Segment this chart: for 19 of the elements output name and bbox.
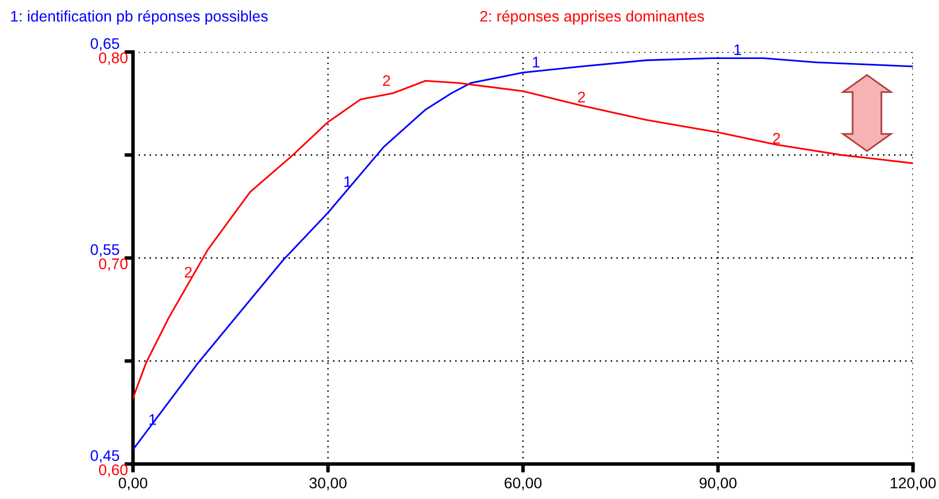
annotation: 2 xyxy=(578,92,585,102)
x-tick-label: 120,00 xyxy=(890,478,936,490)
x-tick-label: 60,00 xyxy=(504,478,542,490)
y-tick-label: 0,55 xyxy=(90,244,120,257)
y2-tick-label: 0,70 xyxy=(99,258,128,272)
annotation: 1 xyxy=(532,56,540,68)
y-tick-label: 0,65 xyxy=(90,38,120,51)
annotation: 1 xyxy=(734,44,742,56)
y2-tick-label: 0,80 xyxy=(99,52,128,66)
y2-tick-label: 0,60 xyxy=(99,464,128,478)
y-tick-label: 0,45 xyxy=(90,450,120,463)
annotation: 2 xyxy=(773,132,780,144)
annotation: 2 xyxy=(184,266,192,278)
annotation: 2 xyxy=(383,75,390,86)
text: 1: identification pb réponses possibles xyxy=(11,10,268,25)
x-tick-label: 0,00 xyxy=(118,478,148,490)
x-tick-label: 90,00 xyxy=(700,478,737,490)
text: 2: réponses apprises dominantes xyxy=(480,10,704,25)
x-tick-label: 30,00 xyxy=(309,478,347,490)
